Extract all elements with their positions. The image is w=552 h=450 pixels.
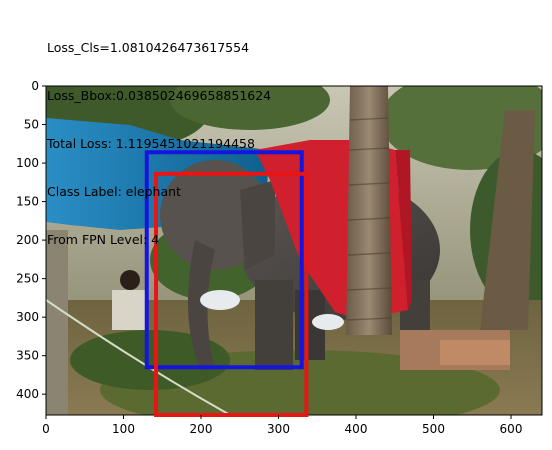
y-tick-label: 50	[24, 118, 39, 132]
y-tick-label: 200	[16, 233, 39, 247]
x-axis-ticks: 0 100 200 300 400 500 600	[42, 415, 522, 436]
bbox-0	[144, 150, 304, 370]
bbox-1	[154, 171, 309, 417]
fpn-level-text: From FPN Level: 4	[47, 232, 160, 247]
figure-title: Loss_Cls=1.0810426473617554 Loss_Bbox:0.…	[47, 8, 271, 264]
x-tick-label: 0	[42, 422, 50, 436]
y-tick-label: 300	[16, 310, 39, 324]
loss-bbox-text: Loss_Bbox:0.038502469658851624	[47, 88, 272, 103]
y-tick-label: 250	[16, 272, 39, 286]
class-label-text: Class Label: elephant	[47, 184, 181, 199]
loss-cls-text: Loss_Cls=1.0810426473617554	[47, 40, 250, 55]
total-loss-text: Total Loss: 1.1195451021194458	[47, 136, 255, 151]
y-axis-ticks: 0 50 100 150 200 250 300 350 400	[16, 79, 46, 401]
y-tick-label: 400	[16, 387, 39, 401]
x-tick-label: 300	[267, 422, 290, 436]
bounding-boxes	[144, 150, 309, 417]
photo	[46, 86, 542, 415]
x-tick-label: 100	[112, 422, 135, 436]
x-tick-label: 200	[190, 422, 213, 436]
y-tick-label: 0	[31, 79, 39, 93]
x-tick-label: 500	[422, 422, 445, 436]
y-tick-label: 100	[16, 156, 39, 170]
x-tick-label: 400	[345, 422, 368, 436]
y-tick-label: 350	[16, 349, 39, 363]
x-tick-label: 600	[500, 422, 523, 436]
y-tick-label: 150	[16, 195, 39, 209]
